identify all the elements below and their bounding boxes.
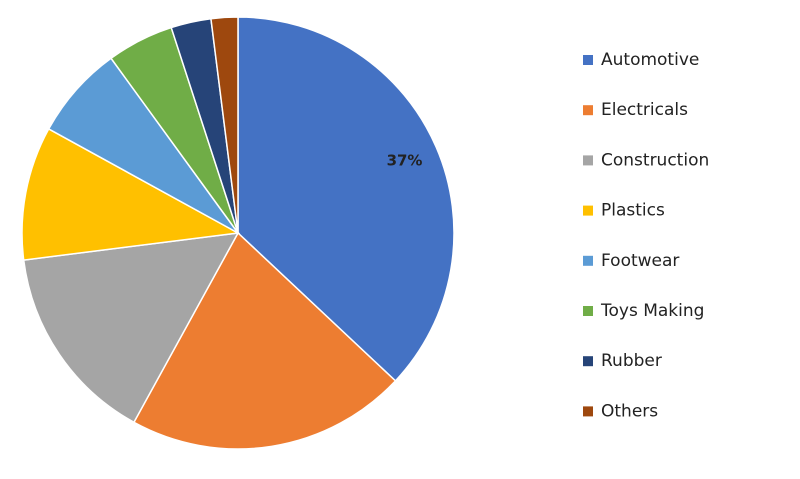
legend-label: Rubber [601, 351, 662, 371]
legend-swatch [583, 306, 593, 316]
legend-swatch [583, 255, 593, 266]
legend-swatch [583, 55, 593, 65]
pie-slice [237, 16, 455, 382]
legend-label: Construction [601, 150, 709, 170]
legend-label: Others [601, 401, 658, 421]
legend-label: Electricals [601, 100, 688, 120]
legend-swatch [583, 205, 593, 216]
pie-slice [21, 127, 241, 261]
legend-label: Toys Making [600, 301, 704, 321]
pie-slice [22, 232, 240, 424]
data-label: 37% [387, 151, 423, 169]
pie-slice [132, 231, 397, 450]
legend-swatch [583, 155, 593, 166]
legend-swatch [583, 105, 593, 116]
legend-swatch [583, 406, 593, 417]
legend-label: Automotive [601, 50, 699, 70]
legend-swatch [583, 356, 593, 367]
legend-label: Plastics [601, 201, 665, 221]
legend-label: Footwear [601, 251, 679, 271]
pie-slice [210, 16, 239, 234]
